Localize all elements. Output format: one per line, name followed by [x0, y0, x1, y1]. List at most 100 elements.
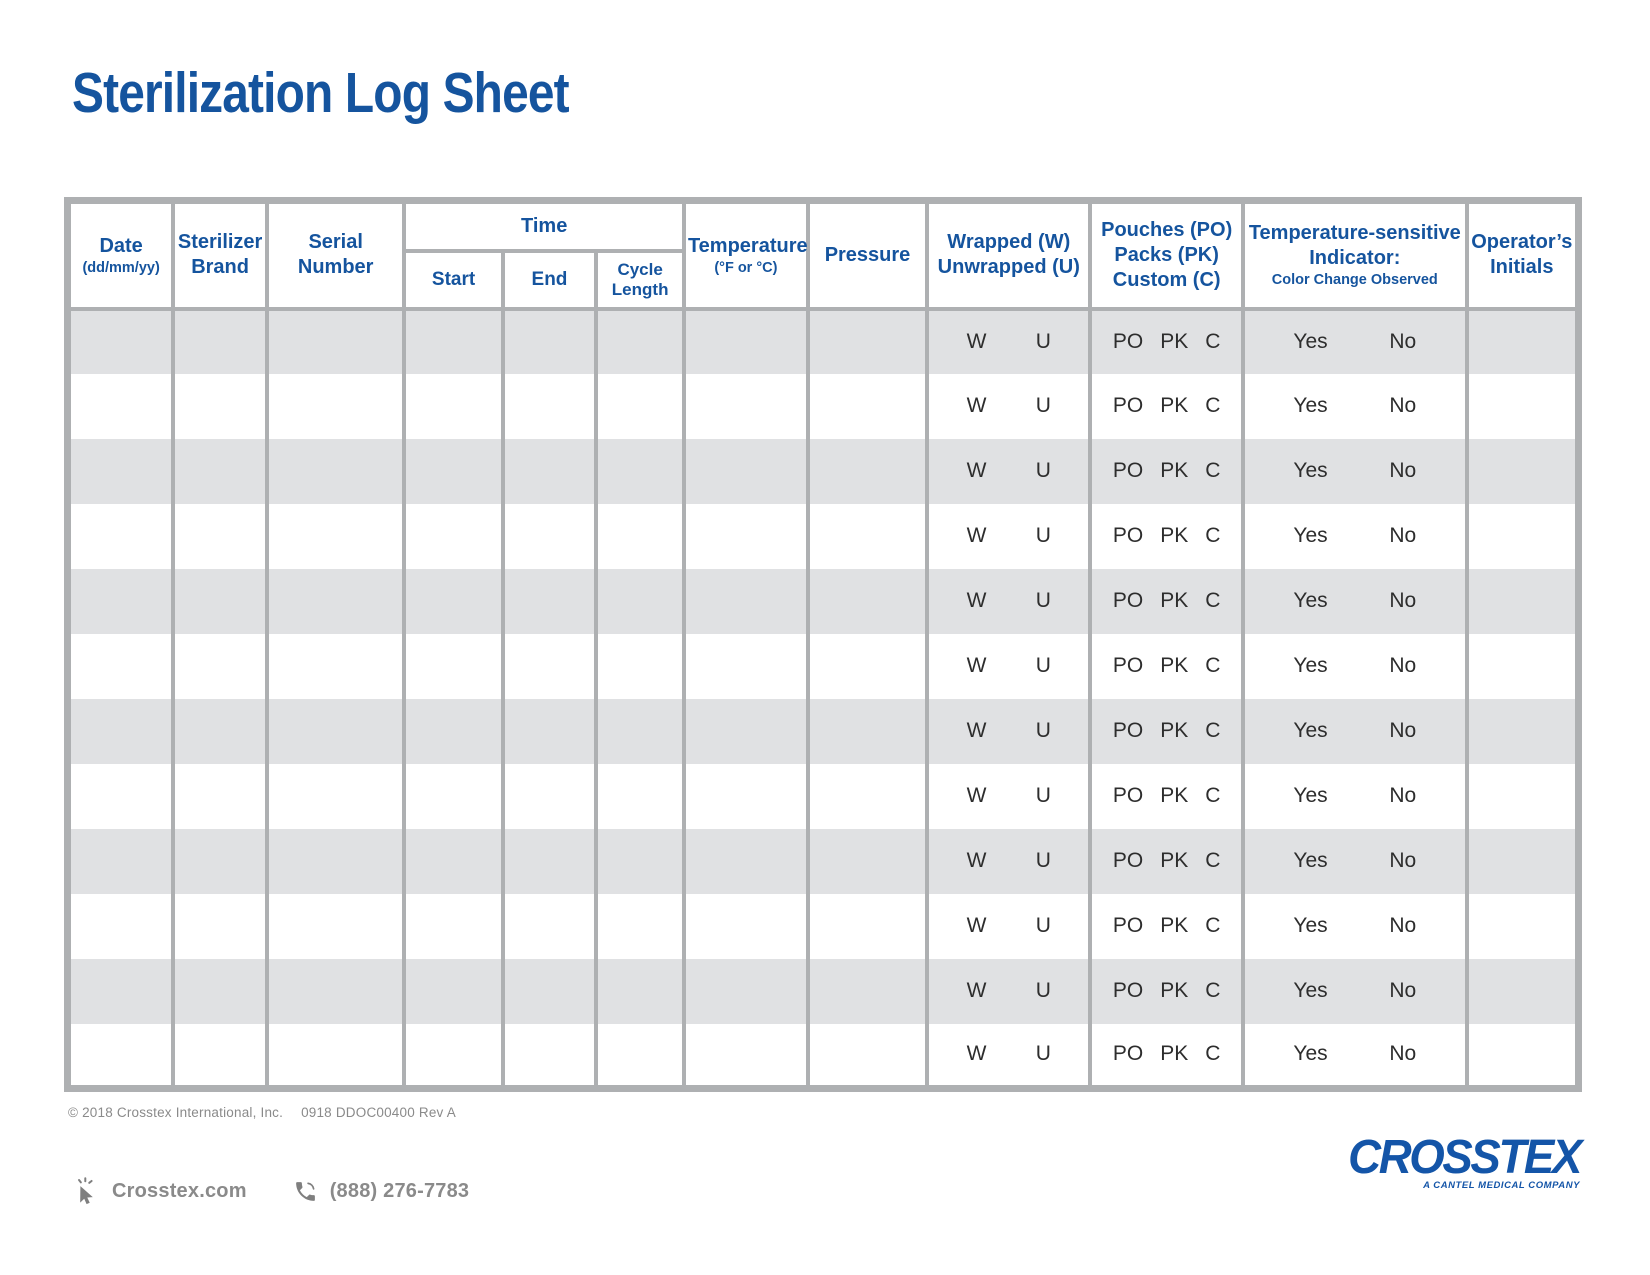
- cell-operator-initials[interactable]: [1464, 958, 1581, 1024]
- cell-date[interactable]: [65, 633, 176, 699]
- cell-sterilizer-brand[interactable]: [171, 308, 269, 374]
- option-packs-pk[interactable]: PK: [1160, 589, 1189, 612]
- cell-temperature[interactable]: [681, 503, 810, 569]
- option-custom-c[interactable]: C: [1205, 330, 1221, 353]
- cell-pressure[interactable]: [805, 763, 930, 829]
- option-pouches-po[interactable]: PO: [1112, 330, 1144, 353]
- cell-sterilizer-brand[interactable]: [171, 1023, 269, 1089]
- cell-date[interactable]: [65, 373, 176, 439]
- cell-serial-number[interactable]: [264, 698, 407, 764]
- option-packs-pk[interactable]: PK: [1160, 330, 1189, 353]
- option-wrapped-w[interactable]: W: [966, 394, 987, 417]
- option-packs-pk[interactable]: PK: [1160, 719, 1189, 742]
- option-wrapped-w[interactable]: W: [966, 524, 987, 547]
- option-unwrapped-u[interactable]: U: [1035, 589, 1051, 612]
- cell-pressure[interactable]: [805, 503, 930, 569]
- cell-time-end[interactable]: [500, 698, 599, 764]
- cell-sterilizer-brand[interactable]: [171, 438, 269, 504]
- cell-time-start[interactable]: [402, 633, 505, 699]
- cell-temperature[interactable]: [681, 438, 810, 504]
- option-custom-c[interactable]: C: [1205, 914, 1221, 937]
- cell-pressure[interactable]: [805, 1023, 930, 1089]
- option-packs-pk[interactable]: PK: [1160, 654, 1189, 677]
- option-custom-c[interactable]: C: [1205, 849, 1221, 872]
- option-custom-c[interactable]: C: [1205, 1042, 1221, 1066]
- option-custom-c[interactable]: C: [1205, 524, 1221, 547]
- cell-temperature[interactable]: [681, 308, 810, 374]
- option-yes[interactable]: Yes: [1293, 394, 1328, 417]
- cell-time-start[interactable]: [402, 373, 505, 439]
- cell-temperature[interactable]: [681, 763, 810, 829]
- cell-date[interactable]: [65, 958, 176, 1024]
- cell-operator-initials[interactable]: [1464, 1023, 1581, 1089]
- cell-sterilizer-brand[interactable]: [171, 568, 269, 634]
- option-no[interactable]: No: [1389, 979, 1417, 1002]
- cell-date[interactable]: [65, 698, 176, 764]
- cell-serial-number[interactable]: [264, 893, 407, 959]
- option-pouches-po[interactable]: PO: [1112, 849, 1144, 872]
- option-packs-pk[interactable]: PK: [1160, 394, 1189, 417]
- option-unwrapped-u[interactable]: U: [1035, 719, 1051, 742]
- option-yes[interactable]: Yes: [1293, 589, 1328, 612]
- option-pouches-po[interactable]: PO: [1112, 719, 1144, 742]
- option-pouches-po[interactable]: PO: [1112, 979, 1144, 1002]
- cell-time-end[interactable]: [500, 958, 599, 1024]
- cell-serial-number[interactable]: [264, 763, 407, 829]
- option-packs-pk[interactable]: PK: [1160, 979, 1189, 1002]
- cell-pressure[interactable]: [805, 828, 930, 894]
- cell-date[interactable]: [65, 308, 176, 374]
- cell-time-end[interactable]: [500, 1023, 599, 1089]
- cell-cycle-length[interactable]: [594, 958, 686, 1024]
- cell-time-start[interactable]: [402, 1023, 505, 1089]
- cell-time-start[interactable]: [402, 698, 505, 764]
- cell-pressure[interactable]: [805, 893, 930, 959]
- cell-date[interactable]: [65, 568, 176, 634]
- cell-pressure[interactable]: [805, 308, 930, 374]
- cell-time-start[interactable]: [402, 438, 505, 504]
- cell-date[interactable]: [65, 1023, 176, 1089]
- cell-date[interactable]: [65, 763, 176, 829]
- cell-time-start[interactable]: [402, 568, 505, 634]
- option-custom-c[interactable]: C: [1205, 589, 1221, 612]
- option-wrapped-w[interactable]: W: [966, 459, 987, 482]
- cell-serial-number[interactable]: [264, 308, 407, 374]
- cell-cycle-length[interactable]: [594, 698, 686, 764]
- option-unwrapped-u[interactable]: U: [1035, 979, 1051, 1002]
- option-yes[interactable]: Yes: [1293, 459, 1328, 482]
- option-pouches-po[interactable]: PO: [1112, 459, 1144, 482]
- option-unwrapped-u[interactable]: U: [1035, 1042, 1051, 1066]
- cell-operator-initials[interactable]: [1464, 633, 1581, 699]
- cell-operator-initials[interactable]: [1464, 828, 1581, 894]
- cell-temperature[interactable]: [681, 698, 810, 764]
- option-pouches-po[interactable]: PO: [1112, 654, 1144, 677]
- cell-time-start[interactable]: [402, 958, 505, 1024]
- option-no[interactable]: No: [1389, 459, 1417, 482]
- option-no[interactable]: No: [1389, 1042, 1417, 1066]
- option-custom-c[interactable]: C: [1205, 719, 1221, 742]
- cell-time-end[interactable]: [500, 763, 599, 829]
- cell-time-start[interactable]: [402, 503, 505, 569]
- cell-date[interactable]: [65, 828, 176, 894]
- option-unwrapped-u[interactable]: U: [1035, 784, 1051, 807]
- cell-cycle-length[interactable]: [594, 633, 686, 699]
- option-packs-pk[interactable]: PK: [1160, 784, 1189, 807]
- cell-serial-number[interactable]: [264, 1023, 407, 1089]
- cell-temperature[interactable]: [681, 893, 810, 959]
- cell-serial-number[interactable]: [264, 568, 407, 634]
- cell-sterilizer-brand[interactable]: [171, 763, 269, 829]
- option-custom-c[interactable]: C: [1205, 394, 1221, 417]
- option-no[interactable]: No: [1389, 654, 1417, 677]
- option-no[interactable]: No: [1389, 914, 1417, 937]
- option-unwrapped-u[interactable]: U: [1035, 914, 1051, 937]
- option-custom-c[interactable]: C: [1205, 459, 1221, 482]
- cell-cycle-length[interactable]: [594, 438, 686, 504]
- option-pouches-po[interactable]: PO: [1112, 394, 1144, 417]
- option-no[interactable]: No: [1389, 524, 1417, 547]
- cell-temperature[interactable]: [681, 1023, 810, 1089]
- cell-serial-number[interactable]: [264, 958, 407, 1024]
- cell-sterilizer-brand[interactable]: [171, 893, 269, 959]
- option-unwrapped-u[interactable]: U: [1035, 654, 1051, 677]
- cell-time-end[interactable]: [500, 828, 599, 894]
- cell-serial-number[interactable]: [264, 373, 407, 439]
- cell-date[interactable]: [65, 503, 176, 569]
